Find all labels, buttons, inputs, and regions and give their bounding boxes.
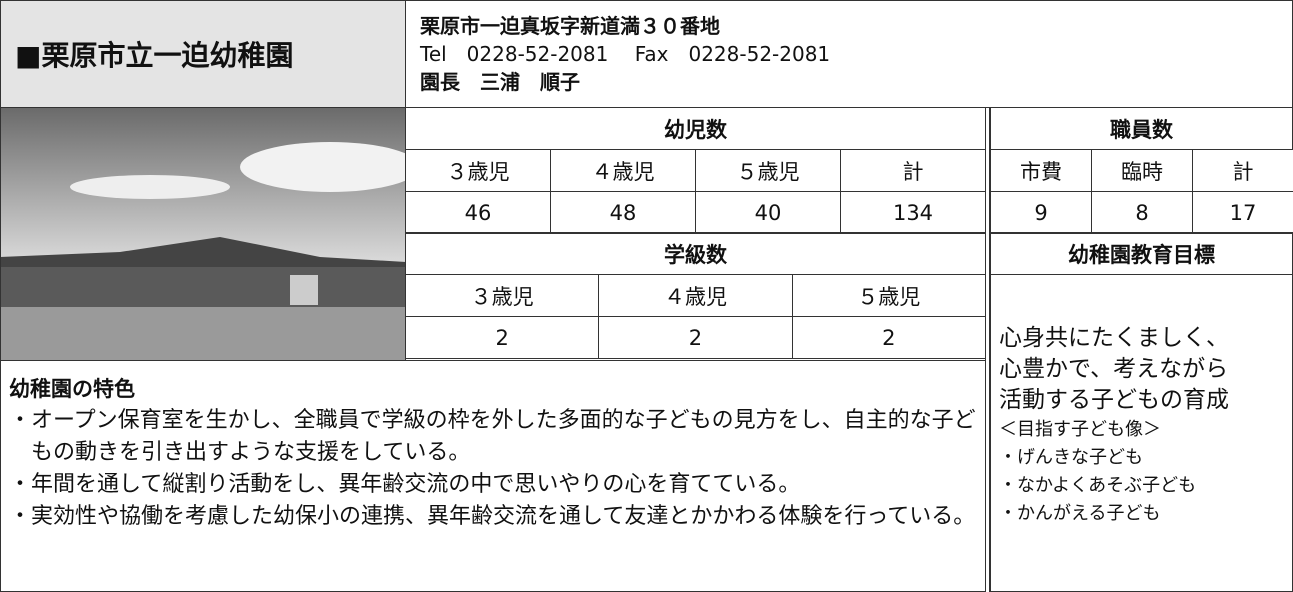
goals-box: 心身共にたくましく、 心豊かで、考えながら 活動する子どもの育成 ＜目指す子ども…	[990, 274, 1293, 592]
classes-title: 学級数	[405, 232, 986, 275]
goal-main: 心身共にたくましく、	[999, 323, 1229, 354]
count-cell: 9	[990, 191, 1092, 234]
column-header: 計	[1192, 149, 1293, 192]
school-name: ■栗原市立一迫幼稚園	[0, 0, 406, 108]
goal-subtitle: ＜目指す子ども像＞	[999, 416, 1161, 444]
children-title: 幼児数	[405, 107, 986, 150]
features-box: 幼稚園の特色 ・オープン保育室を生かし、全職員で学級の枠を外した多面的な子どもの…	[0, 360, 986, 592]
column-header: 計	[840, 149, 986, 192]
goal-item: ・なかよくあそぶ子ども	[999, 472, 1196, 500]
feature-item: ・年間を通して縦割り活動をし、異年齢交流の中で思いやりの心を育てている。	[9, 469, 800, 501]
column-header: ３歳児	[405, 149, 551, 192]
count-cell: 2	[405, 316, 599, 359]
photo-frame	[0, 107, 406, 361]
page: ■栗原市立一迫幼稚園 栗原市一迫真坂字新道満３０番地 Tel 0228-52-2…	[0, 0, 1293, 592]
column-header: 臨時	[1091, 149, 1193, 192]
count-cell: 17	[1192, 191, 1293, 234]
features-title: 幼稚園の特色	[9, 373, 135, 405]
column-header: ３歳児	[405, 274, 599, 317]
count-cell: 134	[840, 191, 986, 234]
column-header: ４歳児	[598, 274, 792, 317]
count-cell: 2	[598, 316, 792, 359]
contact: Tel 0228-52-2081 Fax 0228-52-2081	[420, 40, 830, 68]
goal-item: ・かんがえる子ども	[999, 500, 1160, 528]
count-cell: 40	[695, 191, 841, 234]
count-cell: 8	[1091, 191, 1193, 234]
column-header: ４歳児	[550, 149, 696, 192]
column-header: ５歳児	[792, 274, 986, 317]
feature-item: ・実効性や協働を考慮した幼保小の連携、異年齢交流を通して友達とかかわる体験を行っ…	[9, 501, 975, 533]
column-header: 市費	[990, 149, 1092, 192]
principal: 園長 三浦 順子	[420, 68, 580, 96]
goal-main: 心豊かで、考えながら	[999, 354, 1228, 385]
goals-title: 幼稚園教育目標	[990, 232, 1293, 275]
address-block: 栗原市一迫真坂字新道満３０番地 Tel 0228-52-2081 Fax 022…	[405, 0, 1293, 108]
count-cell: 2	[792, 316, 986, 359]
feature-item: ・オープン保育室を生かし、全職員で学級の枠を外した多面的な子どもの見方をし、自主…	[9, 405, 977, 469]
goal-item: ・げんきな子ども	[999, 444, 1143, 472]
goal-main: 活動する子どもの育成	[999, 385, 1229, 416]
staff-title: 職員数	[990, 107, 1293, 150]
column-header: ５歳児	[695, 149, 841, 192]
address: 栗原市一迫真坂字新道満３０番地	[420, 12, 720, 40]
count-cell: 48	[550, 191, 696, 234]
count-cell: 46	[405, 191, 551, 234]
